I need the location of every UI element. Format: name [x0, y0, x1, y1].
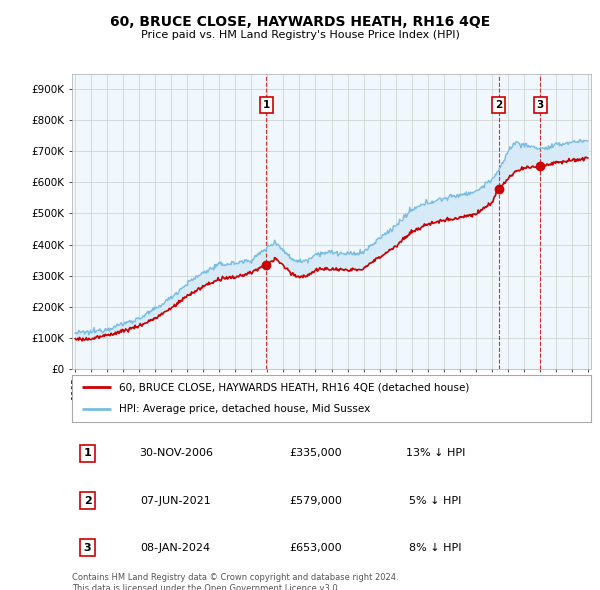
Text: 30-NOV-2006: 30-NOV-2006: [139, 448, 213, 458]
Text: 2: 2: [495, 100, 502, 110]
Text: 5% ↓ HPI: 5% ↓ HPI: [409, 496, 461, 506]
Text: 60, BRUCE CLOSE, HAYWARDS HEATH, RH16 4QE: 60, BRUCE CLOSE, HAYWARDS HEATH, RH16 4Q…: [110, 15, 490, 29]
Text: 3: 3: [536, 100, 544, 110]
Text: £653,000: £653,000: [290, 543, 342, 553]
Text: £579,000: £579,000: [289, 496, 343, 506]
Text: HPI: Average price, detached house, Mid Sussex: HPI: Average price, detached house, Mid …: [119, 404, 370, 414]
Text: 1: 1: [262, 100, 270, 110]
Text: Contains HM Land Registry data © Crown copyright and database right 2024.
This d: Contains HM Land Registry data © Crown c…: [72, 573, 398, 590]
Text: 1: 1: [83, 448, 91, 458]
Text: 2: 2: [83, 496, 91, 506]
Text: 08-JAN-2024: 08-JAN-2024: [141, 543, 211, 553]
Text: 13% ↓ HPI: 13% ↓ HPI: [406, 448, 465, 458]
Text: Price paid vs. HM Land Registry's House Price Index (HPI): Price paid vs. HM Land Registry's House …: [140, 30, 460, 40]
Text: 60, BRUCE CLOSE, HAYWARDS HEATH, RH16 4QE (detached house): 60, BRUCE CLOSE, HAYWARDS HEATH, RH16 4Q…: [119, 382, 469, 392]
Text: 07-JUN-2021: 07-JUN-2021: [140, 496, 211, 506]
Text: £335,000: £335,000: [290, 448, 342, 458]
Text: 3: 3: [84, 543, 91, 553]
Text: 8% ↓ HPI: 8% ↓ HPI: [409, 543, 461, 553]
